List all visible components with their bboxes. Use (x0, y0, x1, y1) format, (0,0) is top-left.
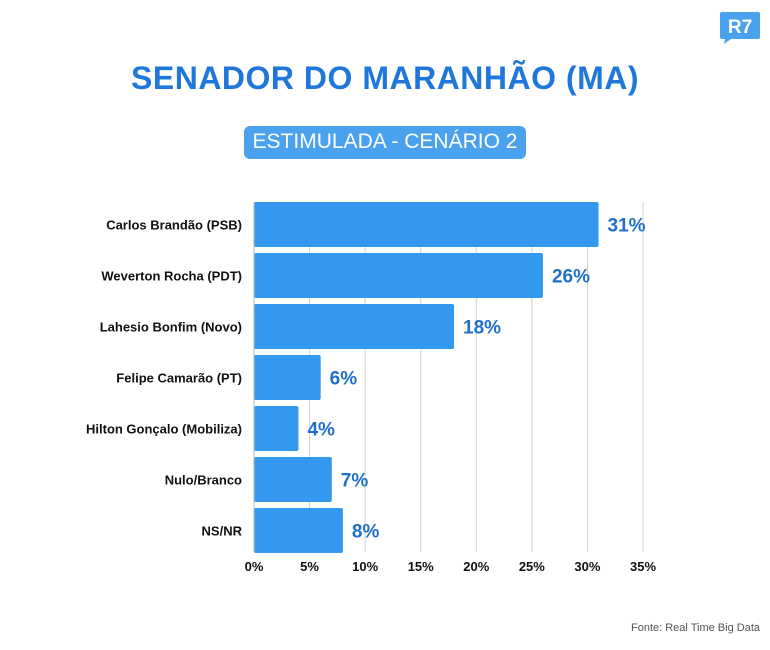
category-label: NS/NR (202, 524, 243, 539)
x-tick-label: 0% (245, 559, 264, 574)
bar (254, 355, 321, 400)
svg-text:R7: R7 (728, 17, 752, 38)
bar (254, 253, 543, 298)
chart-title: SENADOR DO MARANHÃO (MA) (131, 60, 639, 96)
value-label: 8% (352, 522, 380, 543)
bar (254, 508, 343, 553)
bar (254, 304, 455, 349)
bar (254, 457, 332, 502)
category-label: Nulo/Branco (165, 473, 242, 488)
category-label: Weverton Rocha (PDT) (101, 269, 242, 284)
source-note: Fonte: Real Time Big Data (630, 622, 760, 634)
category-label: Felipe Camarão (PT) (116, 371, 242, 386)
x-tick-label: 5% (300, 559, 319, 574)
value-label: 18% (463, 318, 501, 339)
bar (254, 202, 599, 247)
value-label: 31% (608, 216, 646, 237)
x-tick-label: 20% (463, 559, 489, 574)
x-tick-label: 25% (519, 559, 545, 574)
value-label: 6% (330, 369, 358, 390)
r7-logo: R7 (720, 12, 760, 44)
value-label: 4% (307, 420, 335, 441)
x-tick-label: 30% (574, 559, 600, 574)
x-tick-label: 35% (630, 559, 656, 574)
category-label: Carlos Brandão (PSB) (106, 218, 242, 233)
x-tick-label: 10% (352, 559, 378, 574)
bar (254, 406, 299, 451)
value-label: 26% (552, 267, 590, 288)
value-label: 7% (341, 471, 369, 492)
x-tick-label: 15% (408, 559, 434, 574)
category-label: Hilton Gonçalo (Mobiliza) (86, 422, 242, 437)
chart-subtitle-badge: ESTIMULADA - CENÁRIO 2 (243, 126, 527, 159)
category-label: Lahesio Bonfim (Novo) (100, 320, 242, 335)
